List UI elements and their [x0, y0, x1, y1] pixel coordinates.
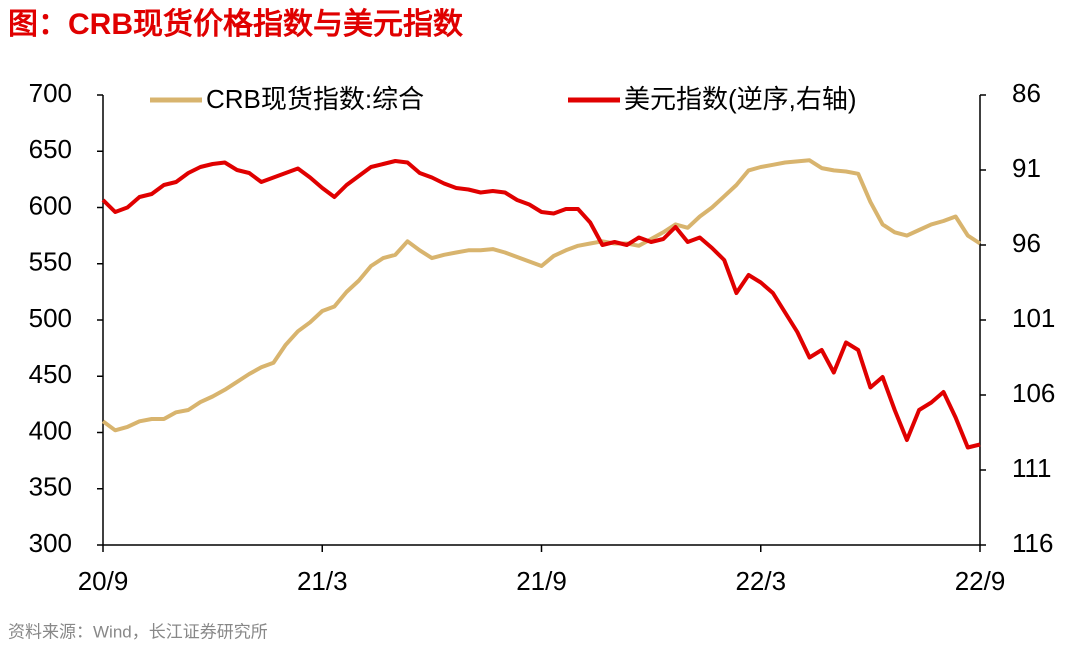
y2-tick-label: 101 — [1012, 303, 1055, 333]
chart-title: 图：CRB现货价格指数与美元指数 — [8, 7, 464, 41]
x-tick-label: 21/3 — [297, 566, 348, 596]
y2-tick-label: 116 — [1012, 528, 1053, 558]
x-tick-label: 21/9 — [516, 566, 567, 596]
y-tick-label: 700 — [29, 78, 72, 108]
y-tick-label: 400 — [29, 415, 72, 445]
source-note: 资料来源：Wind，长江证券研究所 — [8, 622, 268, 641]
y2-tick-label: 86 — [1012, 78, 1041, 108]
x-tick-label: 22/3 — [735, 566, 786, 596]
y2-tick-label: 111 — [1012, 453, 1052, 483]
y-tick-label: 550 — [29, 247, 72, 277]
legend-label: 美元指数(逆序,右轴) — [624, 84, 857, 114]
y-tick-label: 500 — [29, 303, 72, 333]
y-tick-label: 600 — [29, 190, 72, 220]
x-tick-label: 20/9 — [78, 566, 129, 596]
y-tick-label: 300 — [29, 528, 72, 558]
y-tick-label: 450 — [29, 359, 72, 389]
series-line — [101, 158, 982, 433]
x-tick-label: 22/9 — [955, 566, 1006, 596]
y2-tick-label: 106 — [1012, 378, 1055, 408]
legend-label: CRB现货指数:综合 — [206, 84, 424, 114]
series-line — [101, 159, 981, 450]
y2-tick-label: 96 — [1012, 228, 1041, 258]
y-tick-label: 350 — [29, 472, 72, 502]
y2-tick-label: 91 — [1012, 153, 1041, 183]
y-tick-label: 650 — [29, 134, 72, 164]
